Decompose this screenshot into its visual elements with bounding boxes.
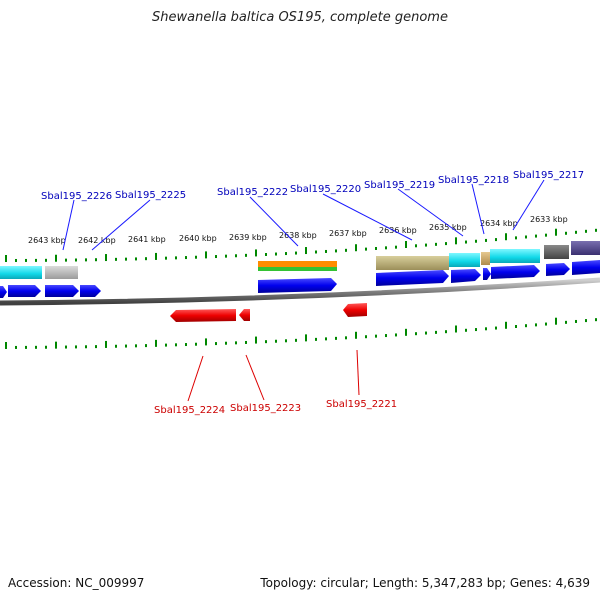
forward-gene-arrow[interactable]: [80, 285, 101, 297]
gene-label-sbal195-2219[interactable]: Sbal195_2219: [364, 180, 435, 191]
forward-gene-arrow[interactable]: [451, 269, 481, 283]
kbp-label-2640: 2640 kbp: [179, 234, 217, 243]
forward-strand-ticks: [5, 228, 597, 262]
kbp-label-2642: 2642 kbp: [78, 236, 116, 245]
feature-bar: [0, 266, 42, 279]
reverse-gene-track: [170, 303, 367, 322]
feature-bar: [258, 267, 337, 271]
reverse-gene-arrow[interactable]: [343, 303, 367, 317]
reverse-callout-lines: [187, 349, 360, 402]
feature-bar: [258, 261, 337, 267]
gene-label-sbal195-2225[interactable]: Sbal195_2225: [115, 190, 186, 201]
gene-label-sbal195-2220[interactable]: Sbal195_2220: [290, 184, 361, 195]
feature-bar: [376, 256, 449, 270]
forward-callout-lines: [62, 179, 545, 251]
forward-gene-arrow[interactable]: [376, 270, 449, 286]
kbp-label-2634: 2634 kbp: [480, 219, 518, 228]
kbp-labels: 2643 kbp 2642 kbp 2641 kbp 2640 kbp 2639…: [28, 215, 568, 245]
genome-summary-text: Topology: circular; Length: 5,347,283 bp…: [260, 576, 590, 590]
feature-bar: [481, 252, 490, 265]
kbp-label-2643: 2643 kbp: [28, 236, 66, 245]
map-title: Shewanella baltica OS195, complete genom…: [152, 10, 448, 25]
feature-bar: [544, 245, 569, 259]
gene-label-sbal195-2222[interactable]: Sbal195_2222: [217, 187, 288, 198]
forward-gene-track: [0, 260, 600, 298]
kbp-label-2639: 2639 kbp: [229, 233, 267, 242]
reverse-gene-labels: Sbal195_2224 Sbal195_2223 Sbal195_2221: [154, 399, 397, 416]
kbp-label-2637: 2637 kbp: [329, 229, 367, 238]
gene-label-sbal195-2218[interactable]: Sbal195_2218: [438, 175, 509, 186]
kbp-label-2636: 2636 kbp: [379, 226, 417, 235]
forward-gene-arrow[interactable]: [491, 265, 540, 279]
gene-label-sbal195-2221[interactable]: Sbal195_2221: [326, 399, 397, 410]
gene-label-sbal195-2223[interactable]: Sbal195_2223: [230, 403, 301, 414]
feature-bar: [490, 249, 540, 263]
reverse-gene-arrow[interactable]: [239, 309, 250, 321]
gene-label-sbal195-2217[interactable]: Sbal195_2217: [513, 170, 584, 181]
kbp-label-2633: 2633 kbp: [530, 215, 568, 224]
forward-gene-arrow[interactable]: [483, 268, 491, 280]
feature-track: [0, 241, 600, 279]
feature-bar: [571, 241, 600, 255]
reverse-gene-arrow[interactable]: [170, 309, 236, 322]
kbp-label-2638: 2638 kbp: [279, 231, 317, 240]
forward-gene-arrow[interactable]: [546, 263, 570, 276]
feature-bar: [45, 266, 78, 279]
reverse-strand-ticks: [5, 317, 597, 349]
accession-text: Accession: NC_009997: [8, 576, 145, 590]
gene-label-sbal195-2226[interactable]: Sbal195_2226: [41, 191, 112, 202]
forward-gene-arrow[interactable]: [8, 285, 41, 297]
kbp-label-2641: 2641 kbp: [128, 235, 166, 244]
forward-gene-arrow[interactable]: [258, 278, 337, 293]
forward-gene-arrow[interactable]: [45, 285, 79, 297]
forward-gene-labels: Sbal195_2226 Sbal195_2225 Sbal195_2222 S…: [41, 170, 584, 202]
chromosome-backbone: [0, 277, 600, 306]
feature-bar: [449, 253, 480, 267]
forward-gene-arrow[interactable]: [572, 260, 600, 275]
kbp-label-2635: 2635 kbp: [429, 223, 467, 232]
gene-label-sbal195-2224[interactable]: Sbal195_2224: [154, 405, 225, 416]
forward-gene-arrow[interactable]: [0, 286, 7, 298]
